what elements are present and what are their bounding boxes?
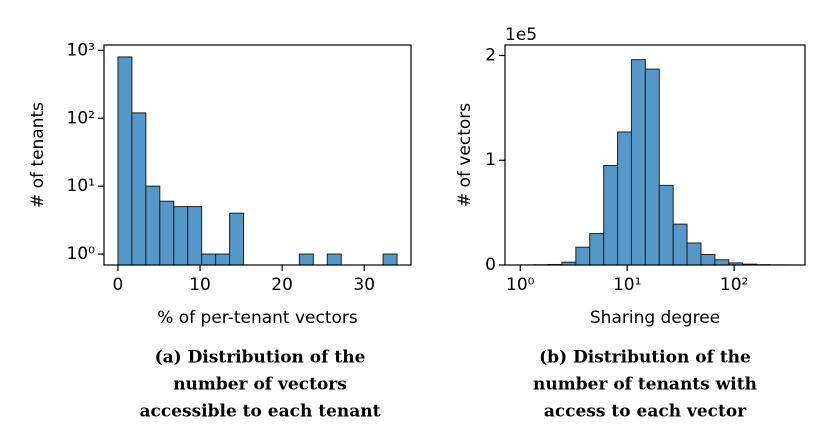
x-tick-label: 10² [720, 275, 748, 295]
x-tick-label: 10¹ [613, 275, 641, 295]
y-tick-label: 1 [485, 150, 496, 170]
axes-frame [103, 44, 412, 266]
bar [630, 59, 646, 266]
bar [326, 253, 342, 266]
y-axis-label: # of tenants [28, 102, 48, 208]
bar [117, 56, 133, 266]
bar [201, 253, 217, 266]
bar [714, 259, 730, 266]
caption: access to each vector [544, 402, 747, 422]
bar [145, 185, 161, 266]
caption: number of vectors [173, 375, 347, 395]
y-tick-label: 0 [485, 255, 496, 275]
bar [298, 253, 314, 266]
x-axis-label: % of per-tenant vectors [157, 308, 358, 328]
caption: (b) Distribution of the [539, 348, 751, 368]
caption: accessible to each tenant [139, 402, 380, 422]
bar [173, 206, 189, 266]
x-tick-label: 0 [113, 275, 124, 295]
y-tick-label: 10² [67, 108, 95, 128]
y-tick-label: 10³ [67, 40, 95, 60]
bar [229, 212, 245, 266]
y-tick-label: 10¹ [67, 176, 95, 196]
bar [575, 246, 591, 266]
x-tick-label: 30 [353, 275, 375, 295]
bar [672, 223, 688, 266]
axes-frame [504, 44, 806, 266]
caption: (a) Distribution of the [155, 348, 366, 368]
bar [603, 164, 619, 266]
y-tick-label: 2 [485, 45, 496, 65]
y-offset-text: 1e5 [505, 25, 537, 45]
bar [382, 253, 398, 266]
bar [658, 184, 674, 266]
bar [644, 68, 660, 266]
bar [215, 253, 231, 266]
bar [617, 131, 632, 266]
x-tick-label: 10⁰ [506, 275, 535, 295]
caption: number of tenants with [533, 375, 757, 395]
y-axis-label: # of vectors [455, 103, 475, 207]
bar [159, 200, 175, 266]
bar [700, 254, 716, 266]
x-tick-label: 10 [189, 275, 211, 295]
bar [187, 206, 203, 266]
bar [131, 112, 147, 266]
x-tick-label: 20 [271, 275, 293, 295]
x-axis-label: Sharing degree [590, 308, 720, 328]
bar [686, 242, 702, 266]
bar [589, 233, 605, 266]
y-tick-label: 10⁰ [67, 244, 96, 264]
